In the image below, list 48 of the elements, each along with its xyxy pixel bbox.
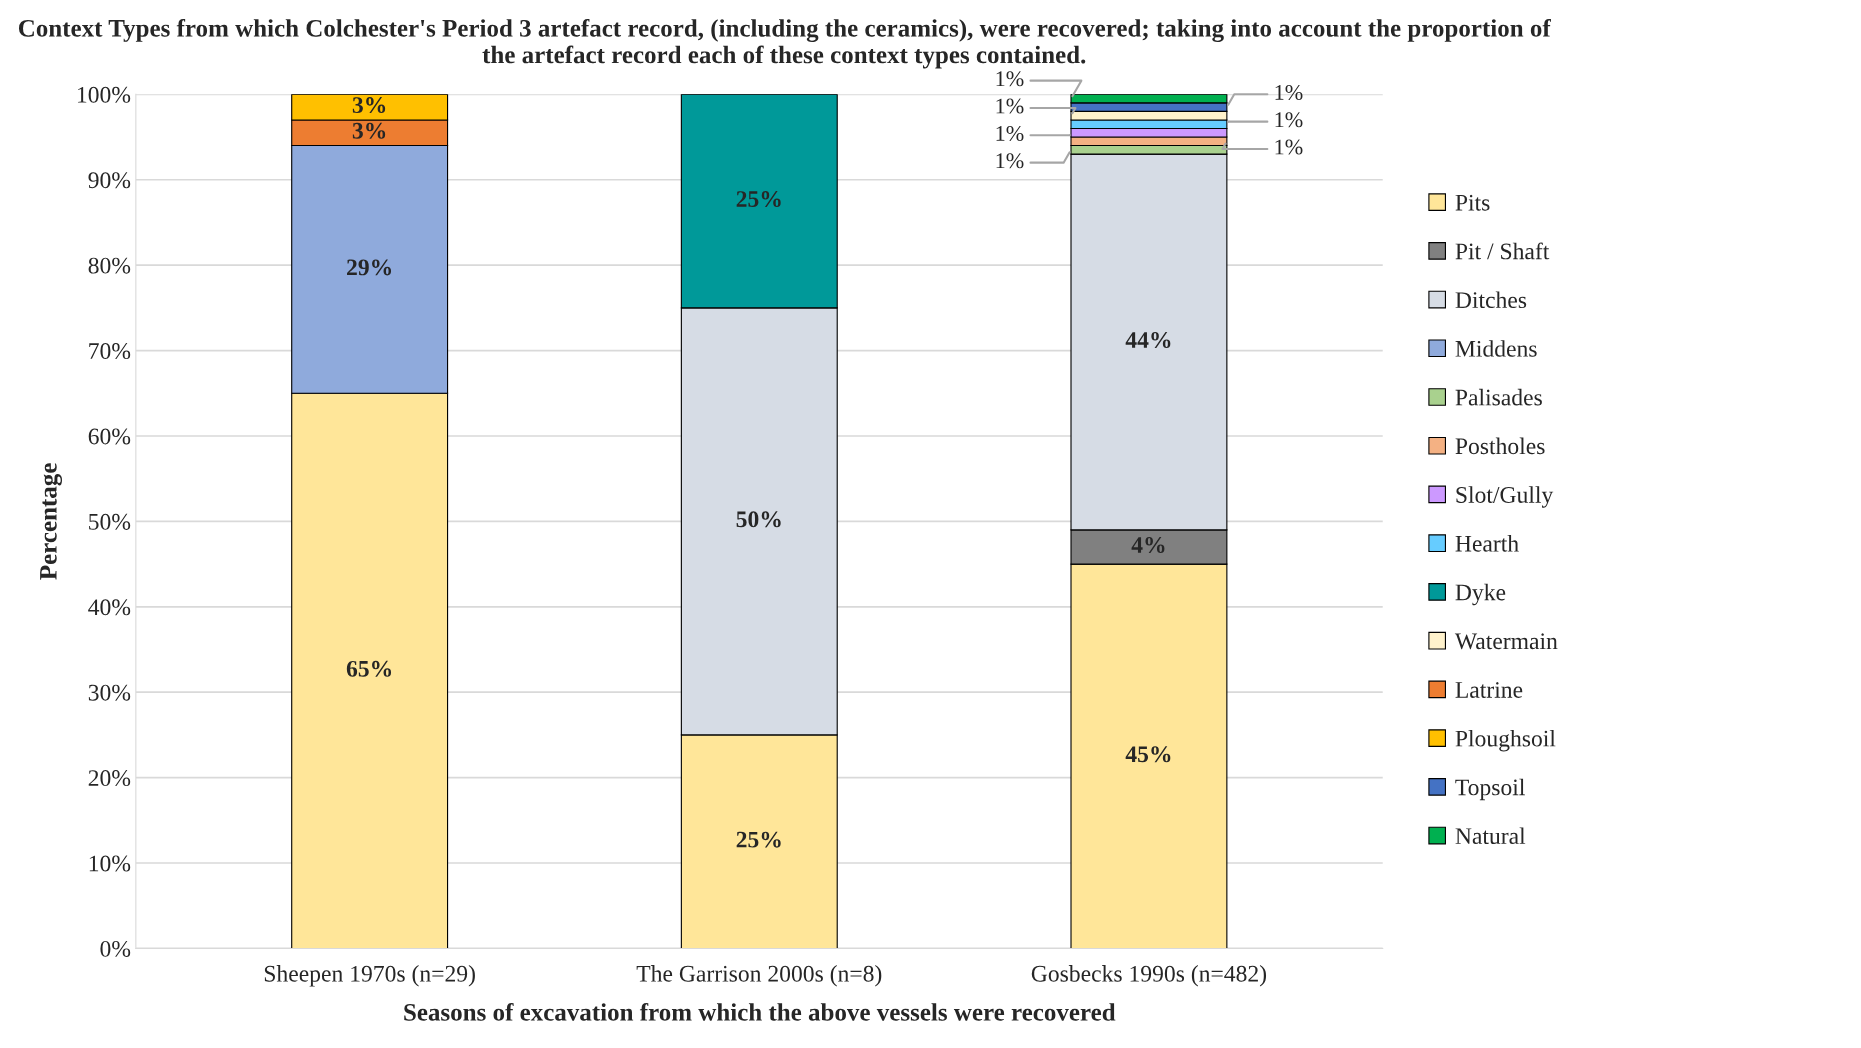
y-tick-label: 0% xyxy=(100,940,131,957)
legend-label: Latrine xyxy=(1455,682,1523,698)
y-tick-label: 20% xyxy=(88,770,131,787)
y-tick-label: 30% xyxy=(88,684,131,701)
legend-label: Pits xyxy=(1455,194,1490,211)
x-axis-title: Seasons of excavation from which the above vessels were recovered xyxy=(404,1002,1116,1021)
legend-label: Ploughsoil xyxy=(1455,729,1556,752)
legend-label: Hearth xyxy=(1455,535,1519,552)
data-label: 50% xyxy=(736,511,781,528)
data-label: 1% xyxy=(1275,112,1303,128)
data-label: 1% xyxy=(996,98,1024,114)
data-label: 25% xyxy=(736,831,781,848)
data-label: 4% xyxy=(1131,536,1165,553)
data-label: 45% xyxy=(1125,746,1171,763)
y-tick-label: 10% xyxy=(89,855,131,872)
data-label: 25% xyxy=(736,191,781,208)
legend-label: Natural xyxy=(1455,827,1526,845)
legend-label: Middens xyxy=(1455,340,1537,357)
legend-label: Watermain xyxy=(1454,633,1558,650)
y-tick-label: 60% xyxy=(88,428,131,445)
data-label: 1% xyxy=(996,125,1024,141)
y-tick-label: 80% xyxy=(88,257,131,274)
legend-label: Slot/Gully xyxy=(1456,486,1554,508)
legend-label: Dyke xyxy=(1455,583,1506,606)
data-label: 1% xyxy=(1275,139,1303,155)
x-tick-label: Sheepen 1970s (n=29) xyxy=(264,965,475,987)
data-label: 1% xyxy=(996,153,1024,169)
legend-label: Palisades xyxy=(1455,388,1542,406)
data-label: 1% xyxy=(996,71,1024,87)
data-label: 3% xyxy=(352,97,386,114)
x-tick-label: The Garrison 2000s (n=8) xyxy=(636,965,882,987)
data-label: 65% xyxy=(346,660,392,677)
data-label: 3% xyxy=(352,122,386,139)
y-tick-label: 90% xyxy=(88,172,131,189)
y-tick-label: 50% xyxy=(89,513,131,530)
y-tick-label: 40% xyxy=(88,599,131,616)
legend-label: Pit / Shaft xyxy=(1455,242,1550,260)
data-label: 44% xyxy=(1125,331,1171,348)
y-axis-title: Percentage xyxy=(40,463,63,580)
legend-label: Ditches xyxy=(1455,291,1527,309)
data-label: 29% xyxy=(347,259,392,276)
y-tick-label: 70% xyxy=(89,343,131,360)
x-tick-label: Gosbecks 1990s (n=482) xyxy=(1031,965,1267,987)
legend-label: Postholes xyxy=(1455,437,1545,455)
legend-label: Topsoil xyxy=(1455,778,1525,801)
chart-title: Context Types from which Colchester's Period 3 artefact record, (including the ceramics), were recovered; taking into account the proportion of the artefact record each of these context types contained. xyxy=(18,18,1551,69)
data-label: 1% xyxy=(1275,84,1303,100)
y-tick-label: 100% xyxy=(77,86,131,103)
